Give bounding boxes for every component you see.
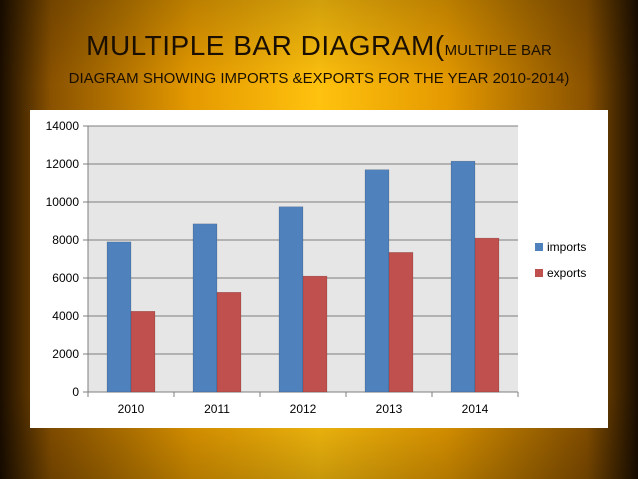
legend-swatch-exports [535,269,543,277]
legend-label-imports: imports [547,240,586,254]
title-tail: MULTIPLE BAR [444,42,552,59]
bar-chart: 0 2000 4000 6000 8000 10000 12000 14000 2010 2011… [46,119,587,416]
y-tick-label: 14000 [46,119,80,133]
y-tick-label: 4000 [52,309,79,323]
bar-exports-2014 [474,237,500,393]
bar-exports-2013 [388,252,414,393]
slide-subtitle: DIAGRAM SHOWING IMPORTS &EXPORTS FOR THE… [68,70,570,87]
bar-imports-2012 [278,206,304,393]
bar-imports-2010 [106,241,132,393]
x-tick-label: 2011 [204,402,230,416]
y-tick-label: 8000 [52,233,79,247]
x-tick-label: 2012 [290,402,317,416]
y-tick-label: 12000 [46,157,80,171]
bar-imports-2011 [192,223,218,393]
y-tick-label: 0 [72,385,79,399]
bar-exports-2012 [302,275,328,393]
legend-label-exports: exports [547,266,586,280]
y-tick-label: 6000 [52,271,79,285]
y-tick-label: 2000 [52,347,79,361]
chart-panel: 0 2000 4000 6000 8000 10000 12000 14000 2010 2011… [30,110,608,428]
legend-swatch-imports [535,243,543,251]
slide-title: MULTIPLE BAR DIAGRAM(MULTIPLE BAR [0,30,638,62]
bar-imports-2014 [450,160,476,393]
x-tick-label: 2013 [376,402,403,416]
bar-imports-2013 [364,169,390,393]
bar-exports-2011 [216,292,242,393]
bar-exports-2010 [130,311,156,393]
x-tick-label: 2014 [462,402,489,416]
y-tick-label: 10000 [46,195,80,209]
x-tick-label: 2010 [118,402,145,416]
title-main: MULTIPLE BAR DIAGRAM( [86,30,445,61]
